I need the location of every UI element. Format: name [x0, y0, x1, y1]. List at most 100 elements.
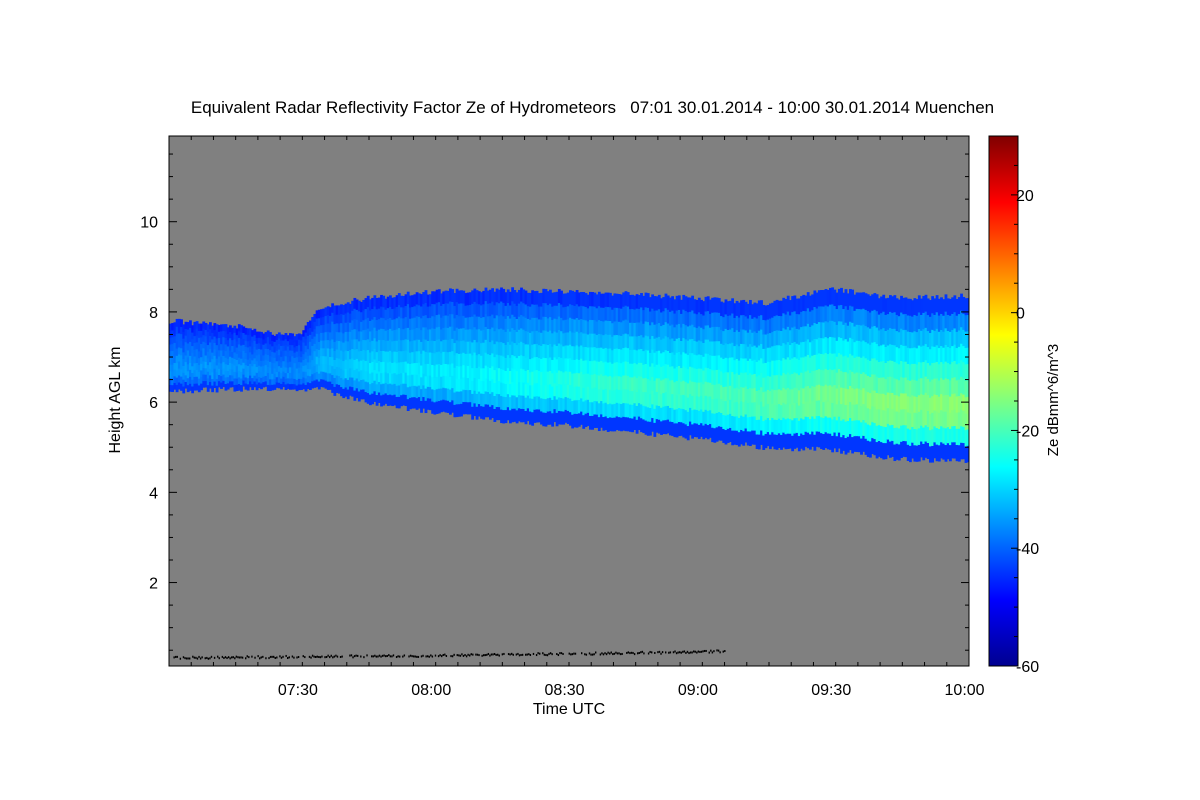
- cloud-cell: [402, 339, 406, 352]
- clutter-point: [402, 655, 404, 658]
- cloud-cell: [235, 359, 239, 367]
- cloud-cell: [282, 350, 286, 357]
- cloud-cell: [649, 421, 652, 436]
- cloud-cell: [600, 373, 603, 388]
- cloud-cell: [226, 333, 230, 341]
- clutter-point: [696, 651, 698, 654]
- cloud-cell: [964, 380, 968, 398]
- cloud-cell: [291, 377, 295, 385]
- cloud-cell: [557, 410, 561, 425]
- cloud-cell: [733, 317, 737, 333]
- cloud-cell: [229, 362, 232, 370]
- cloud-cell: [942, 395, 946, 412]
- cloud-cell: [880, 393, 883, 410]
- cloud-cell: [426, 340, 430, 353]
- cloud-column: [480, 292, 483, 419]
- cloud-cell: [791, 296, 795, 313]
- cloud-cell: [442, 375, 446, 388]
- cloud-cell: [726, 357, 730, 373]
- cloud-cell: [517, 407, 521, 422]
- cloud-cell: [391, 383, 395, 396]
- cloud-cell: [293, 362, 297, 369]
- cloud-cell: [451, 375, 455, 389]
- cloud-cell: [266, 384, 270, 391]
- cloud-cell: [380, 317, 383, 329]
- cloud-cell: [342, 304, 346, 315]
- cloud-cell: [240, 377, 243, 386]
- cloud-cell: [693, 367, 697, 383]
- cloud-cell: [884, 298, 888, 315]
- cloud-cell: [695, 341, 699, 356]
- cloud-column: [882, 294, 886, 460]
- cloud-cell: [264, 342, 268, 349]
- cloud-cell: [624, 319, 628, 334]
- cloud-cell: [964, 347, 968, 365]
- cloud-cell: [253, 340, 257, 347]
- cloud-cell: [631, 390, 635, 405]
- cloud-cell: [851, 371, 855, 389]
- cloud-cell: [937, 298, 941, 316]
- cloud-cell: [669, 421, 672, 436]
- cloud-cell: [840, 353, 843, 372]
- cloud-cell: [697, 396, 701, 411]
- cloud-cell: [951, 377, 955, 395]
- cloud-cell: [706, 324, 710, 340]
- cloud-cell: [729, 300, 732, 316]
- x-tick-label: 07:30: [278, 682, 318, 699]
- cloud-cell: [377, 360, 381, 372]
- cloud-column: [662, 297, 666, 435]
- cloud-cell: [931, 379, 935, 397]
- cloud-cell: [522, 302, 526, 317]
- cloud-column: [377, 297, 381, 404]
- cloud-cell: [544, 288, 548, 304]
- cloud-cell: [755, 332, 759, 348]
- cloud-cell: [780, 345, 783, 361]
- cloud-cell: [226, 327, 230, 335]
- cloud-cell: [360, 369, 363, 380]
- cloud-cell: [622, 388, 626, 404]
- cloud-cell: [480, 342, 483, 356]
- clutter-point: [470, 653, 472, 656]
- cloud-column: [940, 297, 943, 459]
- cloud-cell: [791, 357, 795, 374]
- cloud-cell: [826, 401, 830, 418]
- cloud-cell: [704, 395, 708, 410]
- cloud-cell: [437, 400, 441, 414]
- cloud-cell: [464, 389, 468, 403]
- cloud-cell: [260, 343, 263, 350]
- cloud-cell: [649, 338, 652, 353]
- cloud-cell: [655, 418, 659, 433]
- clutter-point: [640, 651, 642, 654]
- cloud-cell: [757, 300, 761, 316]
- cloud-cell: [631, 417, 635, 433]
- cloud-cell: [424, 326, 428, 340]
- cloud-cell: [609, 389, 612, 404]
- cloud-cell: [589, 360, 592, 375]
- cloud-cell: [837, 416, 841, 433]
- clutter-point: [556, 653, 558, 656]
- cloud-cell: [649, 366, 652, 381]
- cloud-cell: [835, 292, 839, 310]
- cloud-cell: [266, 372, 270, 379]
- cloud-cell: [809, 341, 812, 358]
- cloud-cell: [742, 372, 746, 388]
- cloud-cell: [362, 319, 366, 331]
- clutter-point: [535, 654, 538, 657]
- cloud-cell: [897, 299, 901, 317]
- cloud-column: [273, 335, 277, 390]
- cloud-cell: [549, 397, 552, 412]
- cloud-cell: [455, 314, 459, 328]
- cloud-cell: [766, 417, 770, 433]
- cloud-cell: [415, 374, 419, 387]
- cloud-cell: [875, 310, 879, 328]
- cloud-cell: [284, 355, 288, 362]
- clutter-point: [389, 655, 392, 658]
- cloud-cell: [953, 327, 957, 345]
- cloud-cell: [364, 308, 368, 320]
- cloud-cell: [195, 341, 199, 350]
- cloud-cell: [275, 339, 279, 346]
- cloud-cell: [929, 397, 932, 415]
- cloud-cell: [917, 427, 921, 445]
- cloud-cell: [213, 355, 217, 363]
- cloud-cell: [566, 397, 570, 411]
